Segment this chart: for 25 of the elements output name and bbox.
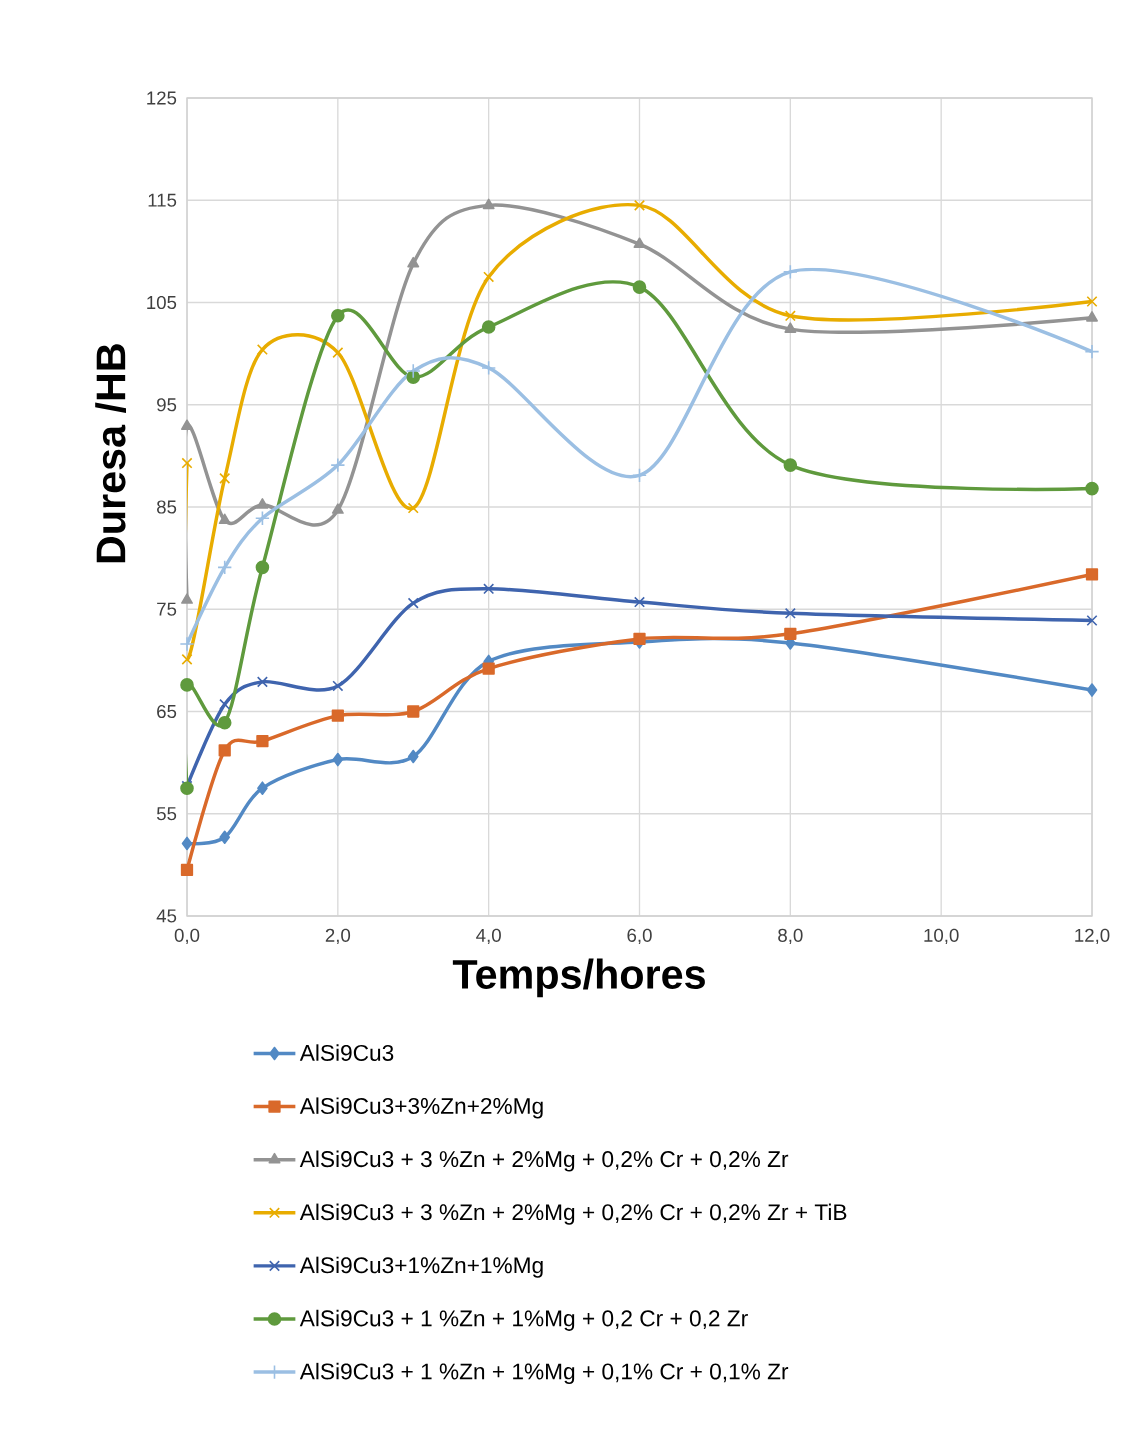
x-tick-label: 6,0 bbox=[627, 928, 652, 945]
x-axis-title: Temps/hores bbox=[452, 958, 705, 998]
y-tick-label: 95 bbox=[157, 398, 177, 412]
y-tick-label: 125 bbox=[147, 91, 177, 105]
x-tick-label: 2,0 bbox=[325, 928, 351, 945]
y-tick-label: 65 bbox=[157, 704, 177, 719]
legend-label: AlSi9Cu3 + 3 %Zn + 2%Mg + 0,2% Cr + 0,2% Zr + TiB bbox=[299, 1203, 847, 1225]
x-tick-label: 12,0 bbox=[1075, 928, 1110, 945]
legend-label: AlSi9Cu3+1%Zn+1%Mg bbox=[299, 1256, 543, 1278]
x-tick-label: 10,0 bbox=[924, 928, 959, 945]
legend-label: AlSi9Cu3+3%Zn+2%Mg bbox=[299, 1097, 543, 1119]
x-tick-label: 0,0 bbox=[174, 928, 200, 945]
y-tick-label: 75 bbox=[157, 602, 177, 616]
y-tick-label: 45 bbox=[156, 909, 177, 923]
y-tick-label: 105 bbox=[147, 295, 177, 310]
legend-label: AlSi9Cu3 + 1 %Zn + 1%Mg + 0,2 Cr + 0,2 Zr bbox=[299, 1309, 748, 1331]
x-tick-label: 8,0 bbox=[778, 928, 803, 945]
y-tick-label: 85 bbox=[157, 500, 177, 514]
legend-label: AlSi9Cu3 + 3 %Zn + 2%Mg + 0,2% Cr + 0,2% Zr bbox=[299, 1150, 789, 1172]
legend-label: AlSi9Cu3 bbox=[299, 1044, 394, 1061]
y-axis-title: Duresa /HB bbox=[95, 344, 126, 563]
y-tick-label: 115 bbox=[148, 193, 177, 207]
y-tick-label: 55 bbox=[156, 807, 177, 821]
legend-label: AlSi9Cu3 + 1 %Zn + 1%Mg + 0,1% Cr + 0,1% Zr bbox=[299, 1362, 789, 1384]
x-tick-label: 4,0 bbox=[476, 928, 501, 945]
